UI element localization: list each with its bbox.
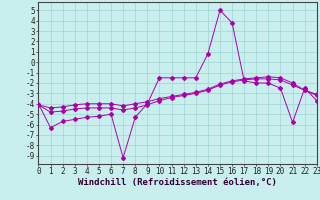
X-axis label: Windchill (Refroidissement éolien,°C): Windchill (Refroidissement éolien,°C) <box>78 178 277 187</box>
